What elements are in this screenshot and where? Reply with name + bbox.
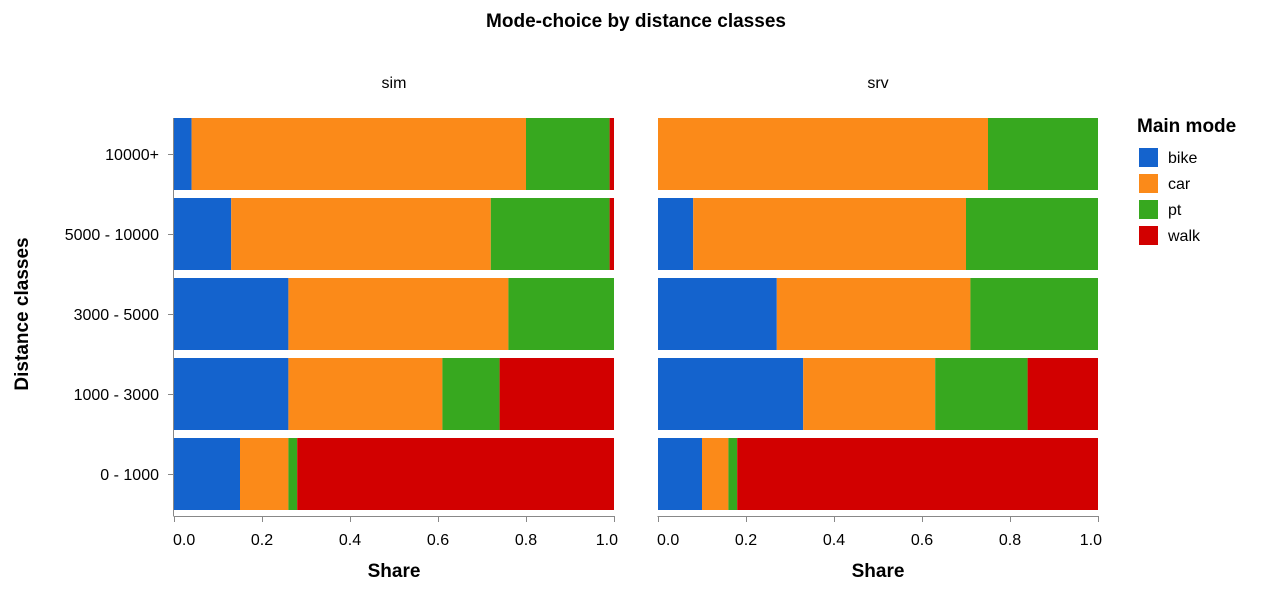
legend: Main mode bike car pt walk <box>1137 116 1236 245</box>
x-tick-label: 0.8 <box>999 532 1021 549</box>
facet-srv: srv 0.0 0.2 0.4 0.6 0.8 1.0 Share <box>657 75 1102 582</box>
bar-bike <box>174 358 289 430</box>
bar-car <box>658 118 988 190</box>
x-tick-label: 0.0 <box>173 532 195 549</box>
bar-pt <box>442 358 500 430</box>
legend-swatch-car <box>1139 174 1158 193</box>
x-tick-label: 0.4 <box>339 532 361 549</box>
bar-car <box>231 198 491 270</box>
bar-pt <box>728 438 738 510</box>
bar-car <box>702 438 729 510</box>
facet-title: srv <box>867 75 888 92</box>
bar-car <box>776 278 971 350</box>
bar-walk <box>297 438 614 510</box>
facet-sim: sim 0.0 0.2 0.4 0.6 0.8 1.0 Share 10000+ 5000 - 1… <box>65 75 618 582</box>
bar-walk <box>609 118 614 190</box>
legend-swatch-pt <box>1139 200 1158 219</box>
bar-pt <box>526 118 610 190</box>
bar-pt <box>935 358 1028 430</box>
legend-swatch-walk <box>1139 226 1158 245</box>
bar-bike <box>174 278 289 350</box>
chart-title: Mode-choice by distance classes <box>486 11 786 32</box>
x-tick-label: 0.2 <box>251 532 273 549</box>
y-tick-label: 1000 - 3000 <box>74 387 160 404</box>
bar-car <box>191 118 526 190</box>
bar-bike <box>174 438 240 510</box>
y-tick-label: 5000 - 10000 <box>65 227 159 244</box>
bar-pt <box>970 278 1098 350</box>
bar-pt <box>288 438 298 510</box>
bar-car <box>240 438 289 510</box>
bar-car <box>693 198 966 270</box>
bar-bike <box>658 358 804 430</box>
x-axis-title: Share <box>368 561 421 582</box>
x-tick-label: 0.4 <box>823 532 845 549</box>
legend-title: Main mode <box>1137 116 1236 137</box>
y-tick-label: 3000 - 5000 <box>74 307 160 324</box>
legend-swatch-bike <box>1139 148 1158 167</box>
legend-label-car: car <box>1168 176 1191 193</box>
bar-pt <box>508 278 614 350</box>
bar-walk <box>737 438 1098 510</box>
bar-walk <box>499 358 614 430</box>
bar-bike <box>658 278 777 350</box>
x-tick-label: 1.0 <box>596 532 618 549</box>
x-tick-label: 0.6 <box>427 532 449 549</box>
bar-pt <box>490 198 610 270</box>
y-tick-label: 0 - 1000 <box>100 467 159 484</box>
facet-title: sim <box>382 75 407 92</box>
bar-bike <box>658 438 702 510</box>
y-axis-title: Distance classes <box>12 237 33 390</box>
legend-label-pt: pt <box>1168 202 1182 219</box>
x-tick-label: 0.2 <box>735 532 757 549</box>
bar-bike <box>658 198 694 270</box>
x-tick-label: 0.0 <box>657 532 679 549</box>
x-tick-label: 0.8 <box>515 532 537 549</box>
legend-label-walk: walk <box>1167 228 1201 245</box>
bar-bike <box>174 118 192 190</box>
bar-car <box>288 358 443 430</box>
bar-car <box>803 358 936 430</box>
legend-label-bike: bike <box>1168 150 1197 167</box>
x-axis-title: Share <box>852 561 905 582</box>
bar-pt <box>988 118 1098 190</box>
bar-walk <box>609 198 614 270</box>
bar-bike <box>174 198 232 270</box>
y-tick-label: 10000+ <box>105 147 159 164</box>
bar-pt <box>966 198 1098 270</box>
x-tick-label: 0.6 <box>911 532 933 549</box>
bar-walk <box>1027 358 1098 430</box>
facets: sim 0.0 0.2 0.4 0.6 0.8 1.0 Share 10000+ 5000 - 1… <box>65 75 1102 582</box>
bar-car <box>288 278 509 350</box>
x-tick-label: 1.0 <box>1080 532 1102 549</box>
